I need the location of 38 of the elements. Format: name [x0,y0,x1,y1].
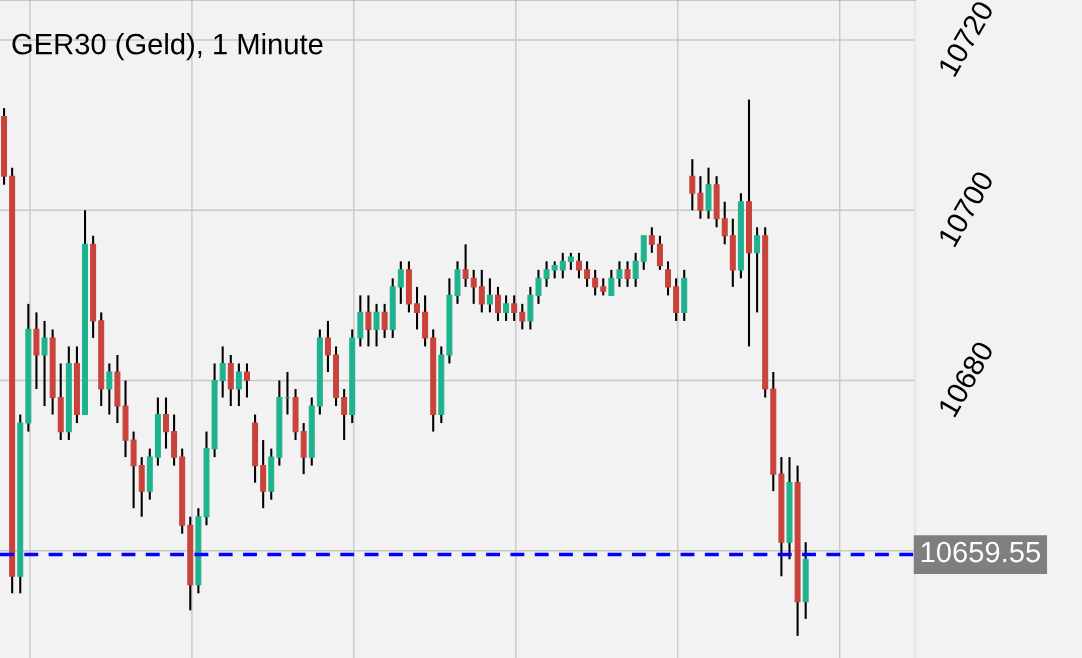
candlestick [41,319,48,408]
candlestick [373,302,380,348]
ref-line-label: 10659.55 [921,541,1040,563]
candlestick [519,302,526,331]
candlestick [721,200,728,246]
candlestick [470,268,477,305]
candlestick [219,345,226,399]
candlestick [163,396,169,450]
candlestick [608,268,615,297]
candlestick [324,319,331,374]
candlestick [243,362,250,399]
candlestick [381,302,388,339]
candlestick [503,294,510,322]
candlestick [754,226,761,314]
candlestick [414,285,420,331]
candlestick [462,243,469,288]
candlestick [697,175,704,220]
candlestick [341,387,348,442]
candlestick [656,234,663,271]
candlestick [486,277,493,314]
candlestick [592,268,599,297]
candlestick [365,294,372,348]
candlestick [584,260,591,288]
candlestick [559,251,566,280]
text: GER30 (Geld), 1 Minute [12,33,323,61]
candlestick [397,260,404,305]
candlestick [478,268,485,314]
candlestick [235,362,242,408]
candlestick [495,285,501,322]
candlestick [106,362,113,416]
candlestick [575,251,582,280]
candlestick [624,260,631,288]
candlestick [689,158,696,212]
candlestick [648,226,655,254]
candlestick [665,260,672,297]
candlestick [616,260,623,288]
candlestick [511,294,518,322]
candlestick [632,251,639,288]
